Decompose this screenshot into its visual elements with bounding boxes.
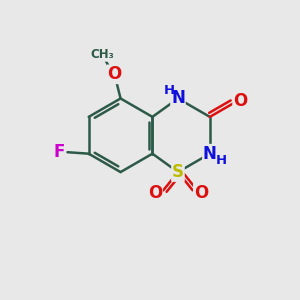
Text: S: S — [172, 163, 184, 181]
Text: O: O — [233, 92, 247, 110]
Text: O: O — [194, 184, 208, 202]
Text: F: F — [53, 143, 65, 161]
Text: N: N — [171, 89, 185, 107]
Text: CH₃: CH₃ — [90, 48, 114, 61]
Text: H: H — [215, 154, 226, 167]
Text: O: O — [107, 65, 122, 83]
Text: N: N — [203, 145, 217, 163]
Text: H: H — [164, 84, 175, 97]
Text: O: O — [148, 184, 162, 202]
